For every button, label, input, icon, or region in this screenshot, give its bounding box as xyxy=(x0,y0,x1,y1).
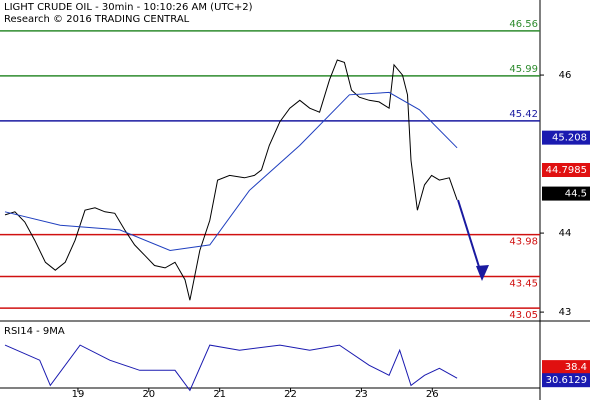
price-line xyxy=(4,59,458,301)
level-label: 45.99 xyxy=(509,64,538,75)
level-label: 43.05 xyxy=(509,310,538,321)
price-tag xyxy=(542,373,590,388)
price-tag xyxy=(542,360,590,375)
x-tick-label: 23 xyxy=(355,389,368,400)
price-tag xyxy=(542,130,590,145)
price-tag xyxy=(542,162,590,177)
x-tick-label: 19 xyxy=(72,389,85,400)
price-tag-label: 44.5 xyxy=(565,189,587,200)
level-label: 43.98 xyxy=(509,237,538,248)
y-tick-label: 44 xyxy=(559,228,572,239)
rsi-label: RSI14 - 9MA xyxy=(4,326,65,337)
chart-title: LIGHT CRUDE OIL - 30min - 10:10:26 AM (U… xyxy=(4,2,253,13)
price-tag-label: 38.4 xyxy=(565,362,587,373)
price-tag-label: 44.7985 xyxy=(546,165,587,176)
forecast-arrow xyxy=(457,199,489,281)
chart-subtitle: Research © 2016 TRADING CENTRAL xyxy=(4,14,190,25)
x-tick-label: 26 xyxy=(426,389,439,400)
x-tick-label: 20 xyxy=(142,389,155,400)
level-label: 46.56 xyxy=(509,19,538,30)
price-line xyxy=(4,91,458,252)
x-tick-label: 21 xyxy=(213,389,226,400)
x-tick-label: 22 xyxy=(284,389,297,400)
level-label: 45.42 xyxy=(509,109,538,120)
y-tick-label: 46 xyxy=(559,70,572,81)
level-label: 43.45 xyxy=(509,279,538,290)
rsi-line xyxy=(4,344,458,392)
price-tag-label: 45.208 xyxy=(552,133,587,144)
price-tag-label: 30.6129 xyxy=(546,375,587,386)
price-tag xyxy=(542,186,590,201)
y-tick-label: 43 xyxy=(559,307,572,318)
